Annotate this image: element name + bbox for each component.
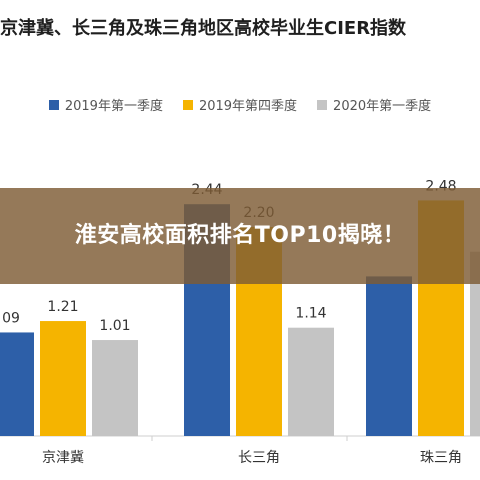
legend-swatch: [317, 99, 328, 110]
chart-title: 京津冀、长三角及珠三角地区高校毕业生CIER指数: [0, 18, 407, 39]
bar: [0, 332, 34, 436]
headline-text: 淮安高校面积排名TOP10揭晓！: [74, 223, 406, 248]
legend-swatch: [182, 99, 193, 110]
legend-item: 2019年第四季度: [182, 95, 298, 114]
bar: [470, 251, 480, 436]
bar: [40, 321, 86, 436]
bar: [92, 340, 138, 436]
legend-item: 2020年第一季度: [317, 95, 431, 114]
chart-legend: 2019年第一季度 2019年第四季度 2020年第一季度: [0, 95, 480, 114]
legend-item: 2019年第一季度: [48, 95, 163, 114]
bar-value-label: 09: [2, 310, 20, 326]
top-bar: [0, 0, 480, 6]
bar-value-label: 1.01: [99, 318, 130, 334]
bar-value-label: 1.21: [47, 299, 78, 315]
bar-value-label: 1.14: [295, 306, 326, 322]
x-tick-label: 珠三角: [420, 450, 462, 466]
headline-banner: 淮安高校面积排名TOP10揭晓！: [0, 188, 480, 284]
legend-label: 2020年第一季度: [333, 99, 432, 114]
x-tick-label: 长三角: [238, 450, 280, 466]
x-tick-label: 京津冀: [42, 450, 84, 466]
legend-swatch: [48, 99, 59, 110]
bar: [366, 276, 412, 436]
legend-label: 2019年第一季度: [64, 99, 163, 114]
bar: [288, 327, 334, 436]
legend-label: 2019年第四季度: [198, 99, 298, 114]
